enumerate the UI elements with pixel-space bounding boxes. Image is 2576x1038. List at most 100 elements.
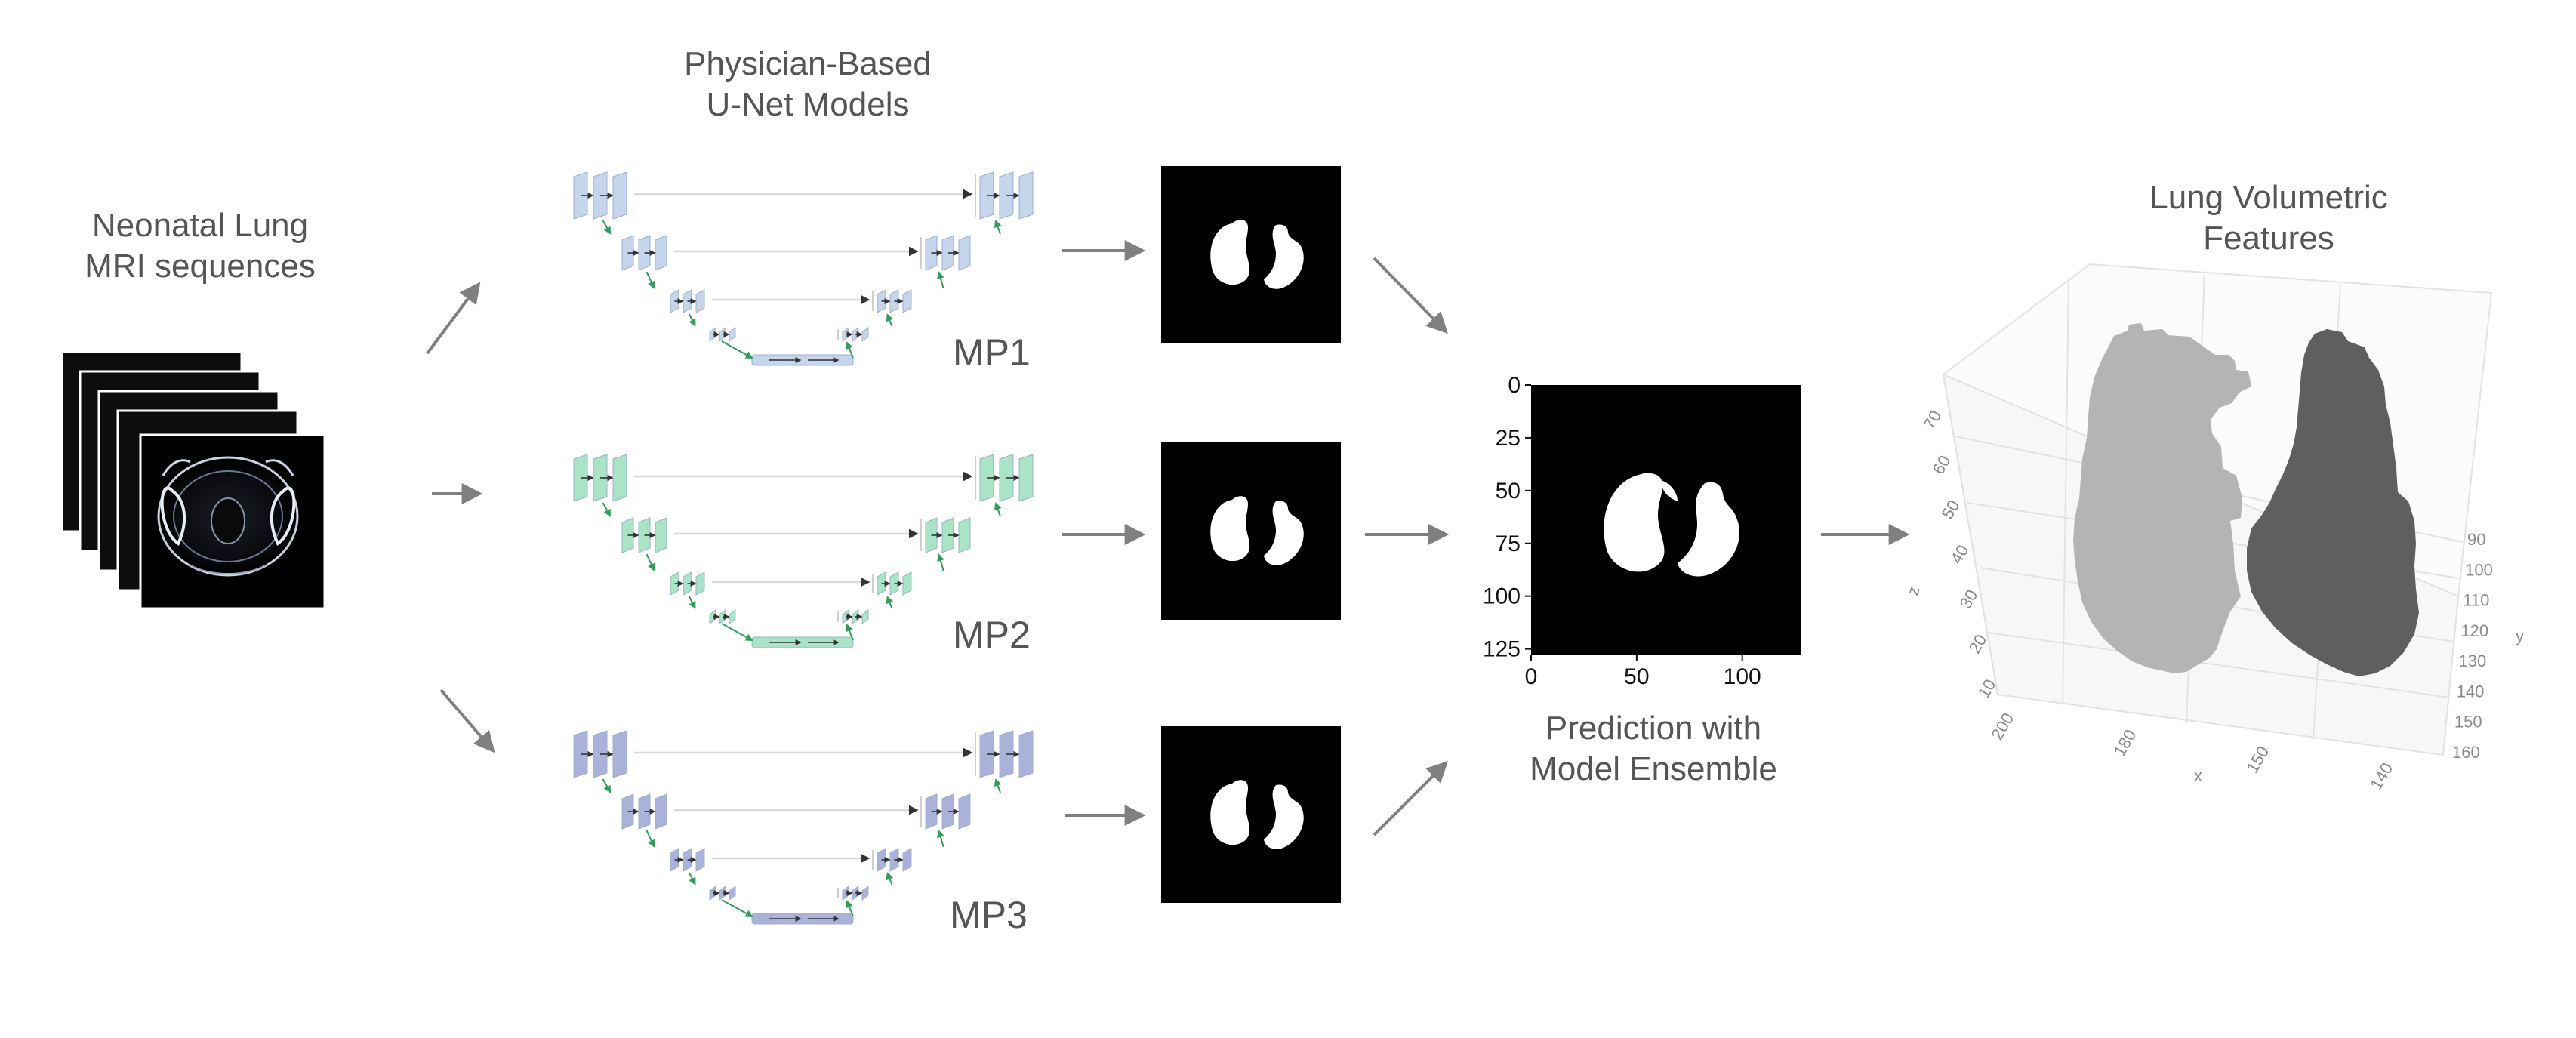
y-tick-label: 90 bbox=[2467, 530, 2485, 549]
encoder-block bbox=[695, 848, 705, 872]
volume-y-axis: 90 100 110 120 130 140 150 160 bbox=[2452, 530, 2493, 762]
downsample-arrow bbox=[602, 778, 612, 793]
x-tick-label: 180 bbox=[2109, 726, 2140, 759]
mask-mp3-left-lung bbox=[1210, 780, 1250, 845]
input-title: Neonatal Lung MRI sequences bbox=[45, 205, 355, 286]
arrow-mask3-to-ensemble bbox=[1373, 761, 1448, 836]
mask-mp2 bbox=[1161, 442, 1341, 620]
upsample-arrow bbox=[937, 553, 944, 571]
downsample-arrow bbox=[721, 623, 753, 641]
x-tick-label: 200 bbox=[1987, 710, 2017, 743]
encoder-block bbox=[729, 609, 736, 624]
decoder-block bbox=[902, 289, 912, 313]
model-label-mp2: MP2 bbox=[953, 614, 1031, 656]
models-title-line2: U-Net Models bbox=[706, 85, 910, 123]
upsample-arrow bbox=[846, 900, 854, 917]
volumetric-title-line2: Features bbox=[2203, 219, 2334, 257]
y-tick-label: 50 bbox=[1496, 479, 1521, 504]
y-tick-label: 0 bbox=[1508, 373, 1521, 398]
downsample-arrow bbox=[646, 830, 655, 848]
y-tick-label: 110 bbox=[2463, 591, 2489, 610]
ensemble-right-lung bbox=[1678, 482, 1740, 577]
mask-mp1-left-lung bbox=[1210, 220, 1250, 285]
upsample-arrow bbox=[937, 830, 944, 848]
upsample-arrow bbox=[846, 624, 854, 641]
volumetric-title: Lung Volumetric Features bbox=[2091, 177, 2446, 258]
mask-mp3 bbox=[1161, 726, 1341, 903]
downsample-arrow bbox=[721, 340, 753, 359]
volume-y-axis-label: y bbox=[2516, 627, 2524, 645]
models-title-line1: Physician-Based bbox=[684, 45, 932, 82]
encoder-block bbox=[729, 327, 736, 342]
upsample-arrow bbox=[886, 872, 894, 886]
y-tick-label: 150 bbox=[2454, 713, 2482, 732]
encoder-block bbox=[655, 235, 667, 271]
right-lung-volume bbox=[2247, 329, 2419, 676]
encoder-block bbox=[655, 517, 667, 553]
decoder-block bbox=[1018, 730, 1034, 778]
decoder-block bbox=[1018, 171, 1034, 220]
z-tick-label: 50 bbox=[1938, 497, 1964, 522]
arrow-mask1-to-ensemble bbox=[1373, 257, 1448, 334]
downsample-arrow bbox=[688, 313, 696, 327]
model-output-arrows bbox=[1062, 240, 1146, 826]
mask-mp1-right-lung bbox=[1264, 224, 1304, 289]
bottleneck-block bbox=[751, 636, 854, 648]
decoder-block bbox=[958, 517, 971, 553]
decoder-block bbox=[958, 235, 971, 271]
downsample-arrow bbox=[688, 872, 696, 886]
z-tick-label: 70 bbox=[1920, 407, 1946, 433]
x-tick-label: 50 bbox=[1624, 664, 1649, 689]
y-tick-label: 160 bbox=[2452, 743, 2480, 762]
encoder-block bbox=[612, 454, 627, 502]
downsample-arrow bbox=[646, 271, 655, 289]
decoder-block bbox=[861, 609, 869, 624]
decoder-block bbox=[1018, 454, 1034, 502]
encoder-block bbox=[655, 793, 667, 830]
y-tick-label: 120 bbox=[2460, 621, 2488, 640]
y-tick-label: 125 bbox=[1483, 637, 1521, 662]
ensemble-arrows bbox=[1365, 257, 1450, 836]
ensemble-plot: 0 25 50 75 100 125 0 50 100 bbox=[1483, 373, 1801, 689]
ensemble-y-axis: 0 25 50 75 100 125 bbox=[1483, 373, 1531, 662]
input-arrows bbox=[426, 282, 495, 753]
mask-mp1 bbox=[1161, 166, 1341, 343]
model-label-mp1: MP1 bbox=[953, 331, 1031, 374]
upsample-arrow bbox=[846, 341, 854, 359]
downsample-arrow bbox=[602, 220, 612, 235]
decoder-block bbox=[861, 327, 869, 342]
input-title-line2: MRI sequences bbox=[85, 247, 316, 285]
upsample-arrow bbox=[886, 313, 894, 327]
arrow-input-to-mp3 bbox=[439, 688, 495, 753]
decoder-block bbox=[902, 571, 912, 596]
ensemble-notch bbox=[1661, 480, 1678, 501]
ensemble-title: Prediction with Model Ensemble bbox=[1457, 708, 1850, 789]
downsample-arrow bbox=[646, 553, 655, 571]
unet-model-mp2 bbox=[573, 454, 1034, 648]
y-tick-label: 100 bbox=[2465, 560, 2493, 579]
ensemble-title-line1: Prediction with bbox=[1545, 710, 1762, 747]
model-label-mp3: MP3 bbox=[950, 894, 1028, 936]
x-tick-label: 0 bbox=[1525, 664, 1538, 689]
volume-x-axis-label: x bbox=[2194, 766, 2202, 785]
z-tick-label: 40 bbox=[1947, 541, 1973, 567]
decoder-block bbox=[902, 848, 912, 872]
left-lung-volume bbox=[2073, 323, 2251, 673]
encoder-block bbox=[612, 730, 627, 778]
models-title: Physician-Based U-Net Models bbox=[627, 44, 989, 125]
unet-model-mp1 bbox=[573, 171, 1034, 366]
x-tick-label: 150 bbox=[2242, 743, 2272, 776]
ensemble-title-line2: Model Ensemble bbox=[1530, 750, 1777, 787]
input-title-line1: Neonatal Lung bbox=[91, 207, 309, 244]
encoder-block bbox=[612, 171, 627, 220]
downsample-arrow bbox=[688, 596, 696, 609]
y-tick-label: 75 bbox=[1496, 531, 1521, 556]
x-tick-label: 140 bbox=[2366, 759, 2396, 793]
bottleneck-block bbox=[751, 354, 854, 366]
mri-stack bbox=[60, 350, 326, 610]
y-tick-label: 140 bbox=[2457, 682, 2485, 701]
upsample-arrow bbox=[994, 778, 1002, 793]
upsample-arrow bbox=[994, 220, 1002, 235]
y-tick-label: 25 bbox=[1496, 426, 1521, 451]
